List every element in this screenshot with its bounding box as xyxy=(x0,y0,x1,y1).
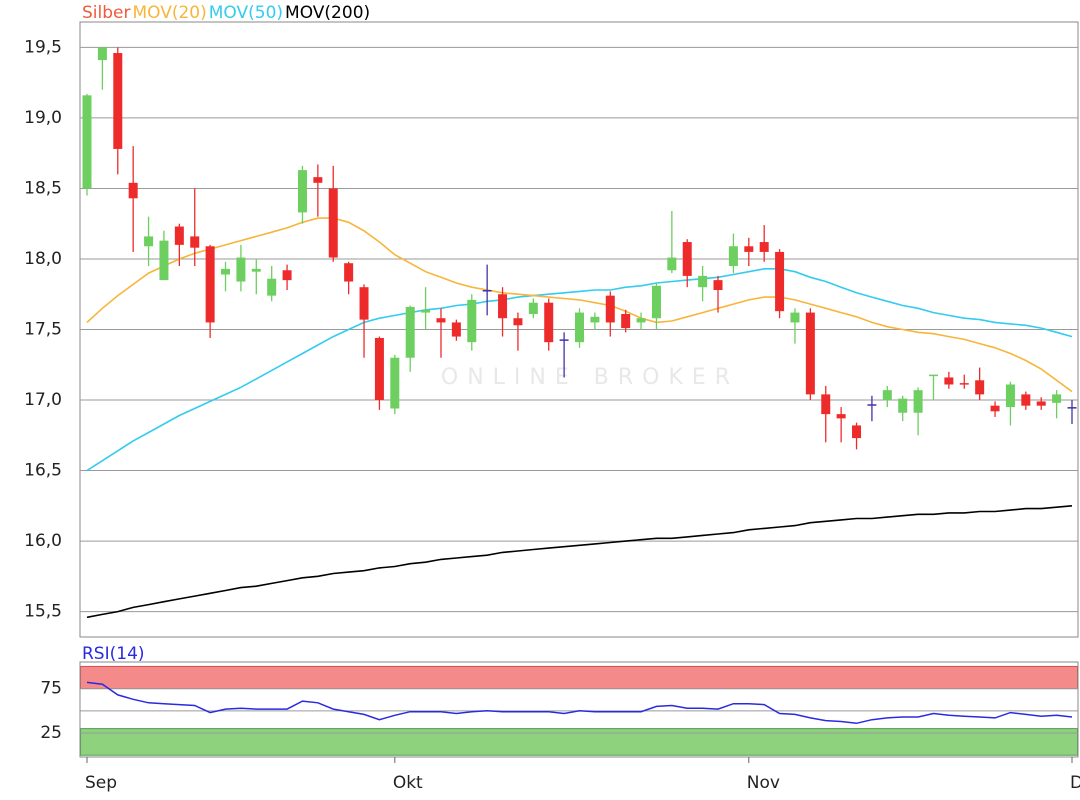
y-tick-label: 15,5 xyxy=(24,602,62,622)
candle-body xyxy=(621,313,631,329)
y-tick-label: 17,5 xyxy=(24,320,62,340)
candle-body xyxy=(113,53,123,149)
candle-body xyxy=(928,374,938,377)
candle-body xyxy=(790,312,800,323)
candle-body xyxy=(944,377,954,385)
candle-body xyxy=(267,278,277,296)
candle-body xyxy=(882,390,892,401)
candle-body xyxy=(898,398,908,413)
rsi-line xyxy=(86,681,1073,725)
candle-body xyxy=(590,316,600,323)
candle-body xyxy=(713,280,723,291)
y-tick-label: 19,0 xyxy=(24,108,62,128)
legend-entry: Silber xyxy=(82,3,130,23)
candle-body xyxy=(1005,384,1015,408)
candle-body xyxy=(852,425,862,439)
legend-entry: MOV(200) xyxy=(285,3,370,23)
candle-body xyxy=(451,322,461,337)
candle-body xyxy=(636,318,646,323)
candle-body xyxy=(282,270,292,281)
candle-body xyxy=(405,306,415,358)
candle-body xyxy=(144,236,154,247)
candle-body xyxy=(651,285,661,319)
candle-body xyxy=(1021,394,1031,406)
ma-line xyxy=(86,217,1073,393)
candle-body xyxy=(205,246,215,323)
overbought-zone xyxy=(80,665,1078,690)
x-tick-label: Sep xyxy=(85,773,117,793)
candle-body xyxy=(1036,401,1046,406)
candle-body xyxy=(513,318,523,326)
candle-body xyxy=(236,257,246,282)
candle-body xyxy=(221,268,231,275)
candle-body xyxy=(390,357,400,409)
candle-body xyxy=(775,251,785,312)
candle-body xyxy=(575,312,584,343)
candle-body xyxy=(744,246,754,252)
y-tick-label: 16,0 xyxy=(24,531,62,551)
y-tick-label: 18,0 xyxy=(24,249,62,269)
y-tick-label: 19,5 xyxy=(24,37,62,57)
candle-body xyxy=(436,318,446,323)
legend-entry: MOV(20) xyxy=(132,3,206,23)
candle-body xyxy=(1067,407,1077,409)
candle-body xyxy=(313,177,323,183)
x-tick-label: D xyxy=(1070,773,1080,793)
rsi-frame xyxy=(79,661,1079,758)
candle-body xyxy=(682,242,692,276)
candle-body xyxy=(1052,394,1062,403)
candle-body xyxy=(805,312,815,395)
y-tick-label: 16,5 xyxy=(24,461,62,481)
candle-body xyxy=(174,226,184,245)
candle-body xyxy=(190,236,200,248)
candle-body xyxy=(959,383,969,385)
x-tick-label: Okt xyxy=(393,773,423,793)
candle-body xyxy=(913,390,923,413)
y-tick-label: 75 xyxy=(40,679,62,699)
candle-body xyxy=(159,240,169,281)
y-tick-label: 18,5 xyxy=(24,178,62,198)
candle-body xyxy=(421,309,431,313)
legend-entry: MOV(50) xyxy=(209,3,283,23)
candle-body xyxy=(374,337,384,401)
candle-body xyxy=(605,295,615,323)
candle-body xyxy=(328,188,338,258)
candle-body xyxy=(836,414,846,419)
candle-body xyxy=(867,404,877,406)
candle-body xyxy=(544,302,554,343)
candle-body xyxy=(82,95,92,189)
candle-body xyxy=(698,275,708,288)
candle-body xyxy=(359,287,369,320)
candle-body xyxy=(975,380,985,395)
y-tick-label: 17,0 xyxy=(24,390,62,410)
candle-body xyxy=(667,257,677,271)
x-tick-label: Nov xyxy=(747,773,780,793)
candle-body xyxy=(528,302,538,314)
candle-body xyxy=(728,246,738,267)
candle-body xyxy=(297,170,307,213)
candle-body xyxy=(482,290,492,292)
candle-body xyxy=(344,263,354,282)
candle-body xyxy=(759,242,769,252)
y-tick-label: 25 xyxy=(40,723,62,743)
candle-body xyxy=(990,405,1000,412)
rsi-title: RSI(14) xyxy=(82,644,145,664)
watermark: ONLINE BROKER xyxy=(441,365,739,390)
ma-line xyxy=(86,505,1073,619)
candle-body xyxy=(251,268,261,272)
candle-body xyxy=(128,182,138,199)
candle-body xyxy=(559,339,569,341)
candle-body xyxy=(498,294,508,319)
candle-body xyxy=(821,394,831,415)
candle-body xyxy=(467,299,477,343)
ma-line xyxy=(86,268,1073,472)
candle-body xyxy=(97,47,107,61)
